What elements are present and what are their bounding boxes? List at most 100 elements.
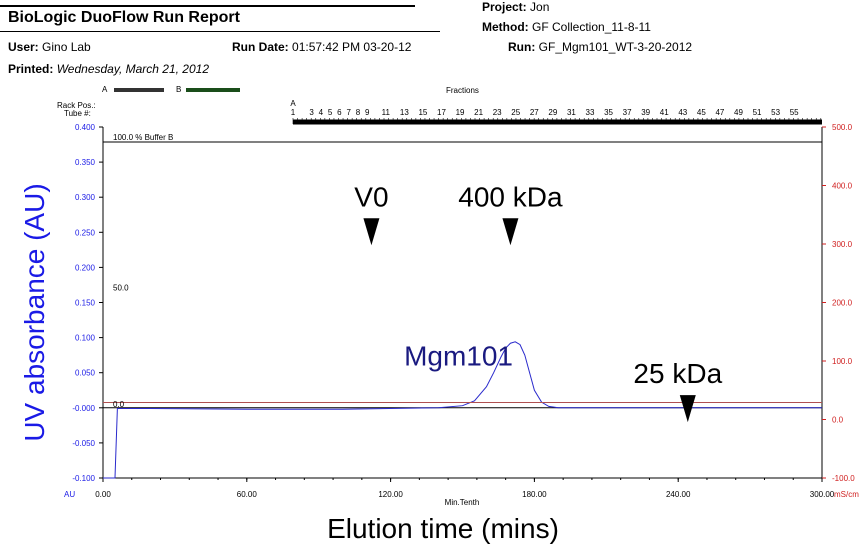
x-axis-title: Elution time (mins) (327, 513, 559, 544)
x-tick-label: 0.00 (95, 490, 111, 499)
user-label: User: (8, 40, 39, 54)
tube-number: 43 (678, 108, 687, 117)
tube-number: 41 (660, 108, 669, 117)
level-0-label: 0.0 (113, 400, 125, 409)
annotation-label: V0 (354, 181, 388, 212)
fractions-title: Fractions (446, 86, 479, 95)
method-field: Method: GF Collection_11-8-11 (482, 20, 651, 34)
y2-tick-label: 400.0 (832, 182, 853, 191)
tube-number: 37 (623, 108, 632, 117)
tube-number: 21 (474, 108, 483, 117)
y-tick-label: 0.300 (75, 193, 96, 202)
x-tick-label: 60.00 (237, 490, 258, 499)
title-underline (0, 31, 440, 32)
y-tick-label: 0.100 (75, 334, 96, 343)
project-field: Project: Jon (482, 0, 549, 14)
y-tick-label: 0.200 (75, 263, 96, 272)
run-date-field: Run Date: 01:57:42 PM 03-20-12 (232, 40, 411, 54)
tube-number: 9 (365, 108, 370, 117)
annotation-mgm101: Mgm101 (404, 340, 513, 371)
x-tick-label: 120.00 (378, 490, 403, 499)
run-field: Run: GF_Mgm101_WT-3-20-2012 (508, 40, 692, 54)
y-tick-label: 0.250 (75, 228, 96, 237)
printed-label: Printed: (8, 62, 54, 76)
annotation-arrow (502, 218, 519, 246)
tube-number: 53 (771, 108, 780, 117)
tube-number: 31 (567, 108, 576, 117)
tube-number: 33 (586, 108, 595, 117)
printed-value: Wednesday, March 21, 2012 (56, 62, 210, 76)
rack-letter: A (290, 99, 296, 108)
run-label: Run: (508, 40, 536, 54)
rack-pos-label: Rack Pos.: (57, 101, 96, 110)
tube-number: 15 (418, 108, 427, 117)
x-tick-label: 300.00 (810, 490, 835, 499)
tube-number: 1 (291, 108, 296, 117)
tube-number: 55 (790, 108, 799, 117)
run-value: GF_Mgm101_WT-3-20-2012 (538, 40, 693, 54)
y-tick-label: 0.150 (75, 299, 96, 308)
y-axis-title: UV absorbance (AU) (19, 183, 50, 441)
tube-number: 27 (530, 108, 539, 117)
tube-number: 35 (604, 108, 613, 117)
y2-tick-label: 300.0 (832, 240, 853, 249)
y-axis-unit: AU (64, 490, 75, 499)
legend-a-swatch (114, 88, 164, 92)
annotation-label: 25 kDa (633, 358, 722, 389)
y2-axis-unit: mS/cm (834, 490, 859, 499)
user-field: User: Gino Lab (8, 40, 91, 54)
tube-number: 23 (493, 108, 502, 117)
y2-tick-label: 200.0 (832, 299, 853, 308)
legend-b-label: B (176, 85, 182, 94)
tube-number: 49 (734, 108, 743, 117)
tube-number: 25 (511, 108, 520, 117)
tube-number: 29 (548, 108, 557, 117)
tube-number: 4 (319, 108, 324, 117)
level-50-label: 50.0 (113, 284, 129, 293)
legend-a-label: A (102, 85, 108, 94)
y-tick-label: 0.350 (75, 158, 96, 167)
y-tick-label: 0.050 (75, 369, 96, 378)
uv-absorbance-line (103, 341, 822, 479)
tube-number: 19 (456, 108, 465, 117)
printed-field: Printed: Wednesday, March 21, 2012 (8, 62, 209, 76)
x-tick-label: 240.00 (666, 490, 691, 499)
report-title: BioLogic DuoFlow Run Report (8, 9, 240, 26)
tube-number: 6 (337, 108, 342, 117)
tube-number: 17 (437, 108, 446, 117)
tube-number: 45 (697, 108, 706, 117)
tube-number: 11 (382, 108, 391, 117)
title-rule (0, 5, 415, 7)
y-tick-label: -0.100 (72, 474, 95, 483)
tube-number: 39 (641, 108, 650, 117)
tube-number: 7 (346, 108, 351, 117)
y-tick-label: 0.400 (75, 123, 96, 132)
buffer-b-label: 100.0 % Buffer B (113, 133, 173, 142)
y2-tick-label: 100.0 (832, 357, 853, 366)
annotation-arrow (363, 218, 380, 246)
y2-tick-label: -100.0 (832, 474, 855, 483)
tube-number: 51 (753, 108, 762, 117)
tube-number: 47 (715, 108, 724, 117)
project-label: Project: (482, 0, 527, 14)
y-tick-label: -0.000 (72, 404, 95, 413)
tube-number: 3 (309, 108, 314, 117)
project-value: Jon (530, 0, 550, 14)
y2-tick-label: 0.0 (832, 416, 844, 425)
tube-label: Tube #: (64, 109, 91, 118)
user-value: Gino Lab (42, 40, 91, 54)
run-date-label: Run Date: (232, 40, 289, 54)
legend-b-swatch (186, 88, 240, 92)
annotation-arrow (679, 395, 696, 423)
tube-number: 5 (328, 108, 333, 117)
tube-number: 13 (400, 108, 409, 117)
method-label: Method: (482, 20, 529, 34)
method-value: GF Collection_11-8-11 (532, 20, 651, 34)
y-tick-label: -0.050 (72, 439, 95, 448)
y2-tick-label: 500.0 (832, 123, 853, 132)
tube-number: 8 (356, 108, 361, 117)
run-date-value: 01:57:42 PM 03-20-12 (292, 40, 412, 54)
x-tick-label: 180.00 (522, 490, 547, 499)
annotation-label: 400 kDa (458, 181, 563, 212)
